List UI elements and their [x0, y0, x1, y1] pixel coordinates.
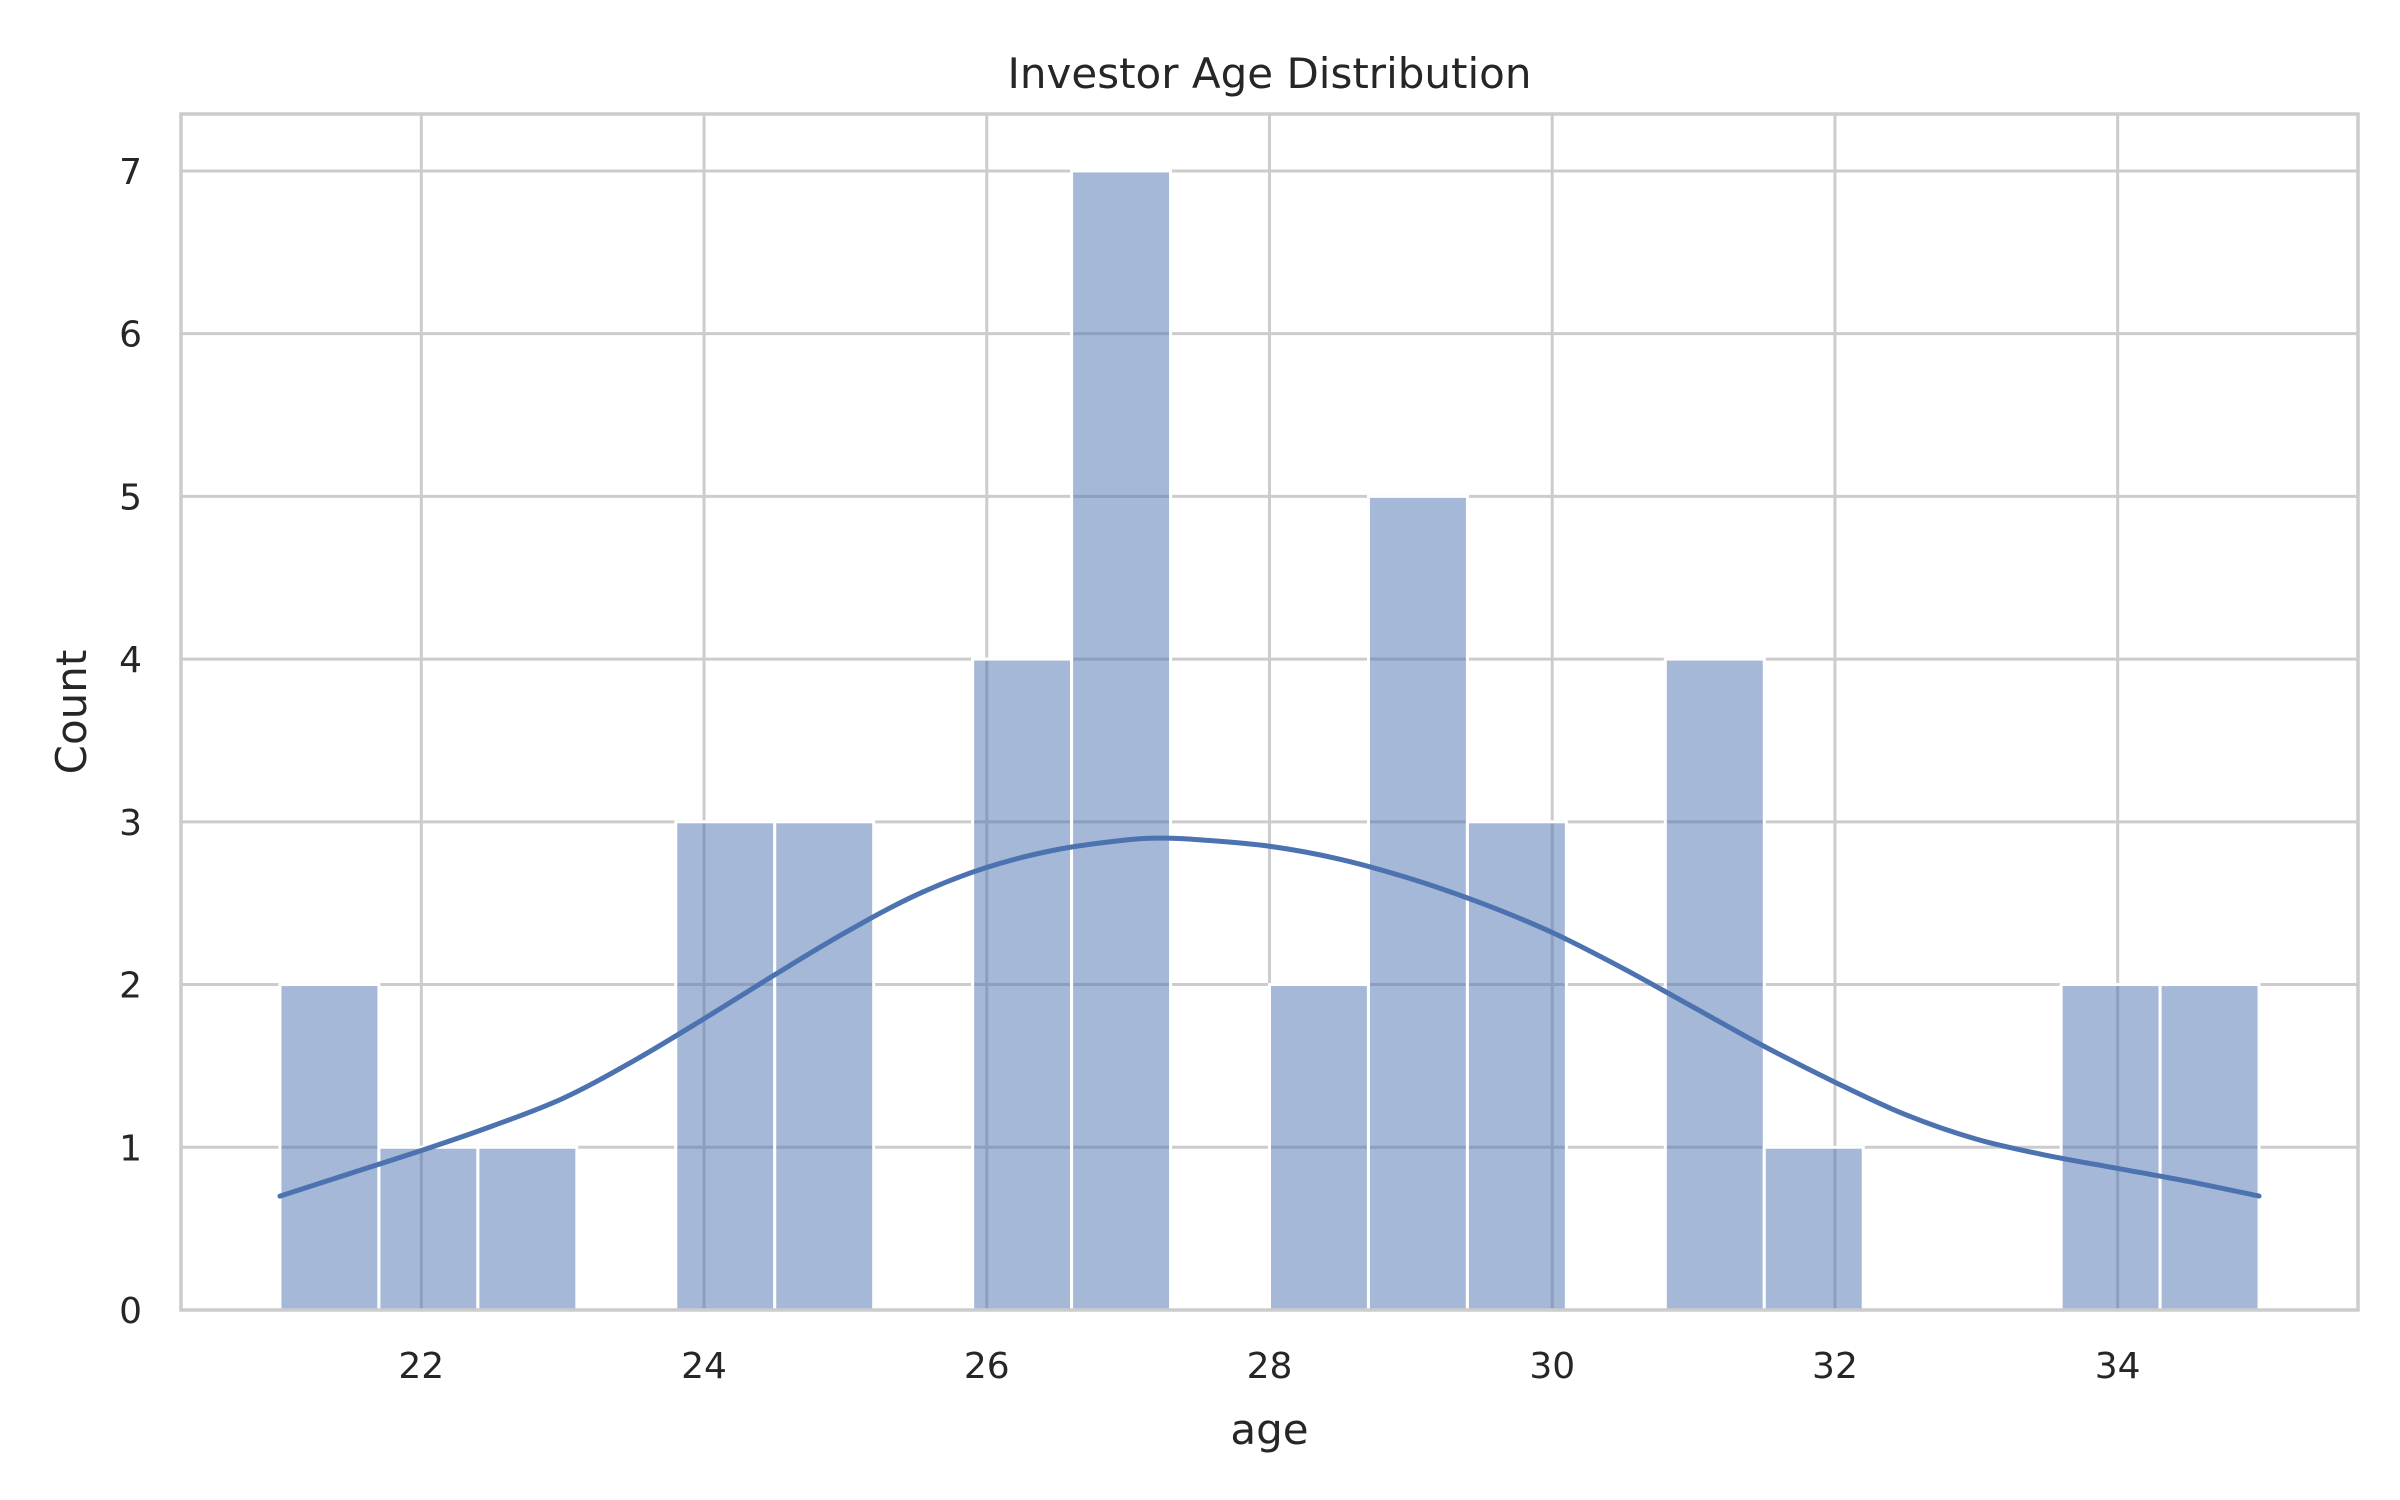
chart-title: Investor Age Distribution: [1008, 49, 1532, 98]
kde-curve-group: [277, 835, 2262, 1199]
kde-curve: [277, 835, 2262, 1199]
y-tick-label: 3: [119, 803, 142, 844]
histogram-bar: [1366, 494, 1469, 1312]
x-tick-label: 30: [1529, 1346, 1575, 1387]
y-tick-label: 5: [119, 477, 142, 518]
plot-frame: [179, 112, 2360, 1312]
y-tick-label: 6: [119, 315, 142, 356]
histogram-bar: [773, 820, 876, 1312]
histogram-bar: [377, 1145, 480, 1312]
y-axis-label: Count: [47, 650, 96, 775]
histogram-bar: [1268, 983, 1370, 1312]
histogram-bar: [1070, 169, 1173, 1312]
histogram-bar: [278, 983, 381, 1312]
x-tick-label: 32: [1812, 1346, 1858, 1387]
x-tick-labels: 22 24 26 28 30 32 34: [398, 1346, 2140, 1387]
histogram-bar: [2158, 983, 2261, 1312]
x-tick-label: 24: [681, 1346, 727, 1387]
y-tick-label: 2: [119, 966, 142, 1007]
histogram-bar: [1465, 820, 1568, 1312]
x-tick-label: 34: [2095, 1346, 2141, 1387]
histogram-bar: [971, 657, 1074, 1312]
x-axis-label: age: [1230, 1405, 1308, 1454]
histogram-bar: [1663, 657, 1766, 1312]
histogram-bar: [1762, 1145, 1865, 1312]
y-tick-label: 1: [119, 1128, 142, 1169]
histogram-bars: [278, 169, 2261, 1312]
histogram-bar: [2059, 983, 2162, 1312]
y-tick-label: 4: [119, 640, 142, 681]
histogram-bar: [476, 1145, 579, 1312]
y-tick-label: 7: [119, 152, 142, 193]
grid-lines: [181, 114, 2358, 1312]
x-tick-label: 22: [398, 1346, 444, 1387]
y-tick-label: 0: [119, 1291, 142, 1332]
x-tick-label: 28: [1247, 1346, 1293, 1387]
y-tick-labels: 0 1 2 3 4 5 6 7: [119, 152, 142, 1332]
histogram-bar: [674, 820, 777, 1312]
x-tick-label: 26: [964, 1346, 1010, 1387]
